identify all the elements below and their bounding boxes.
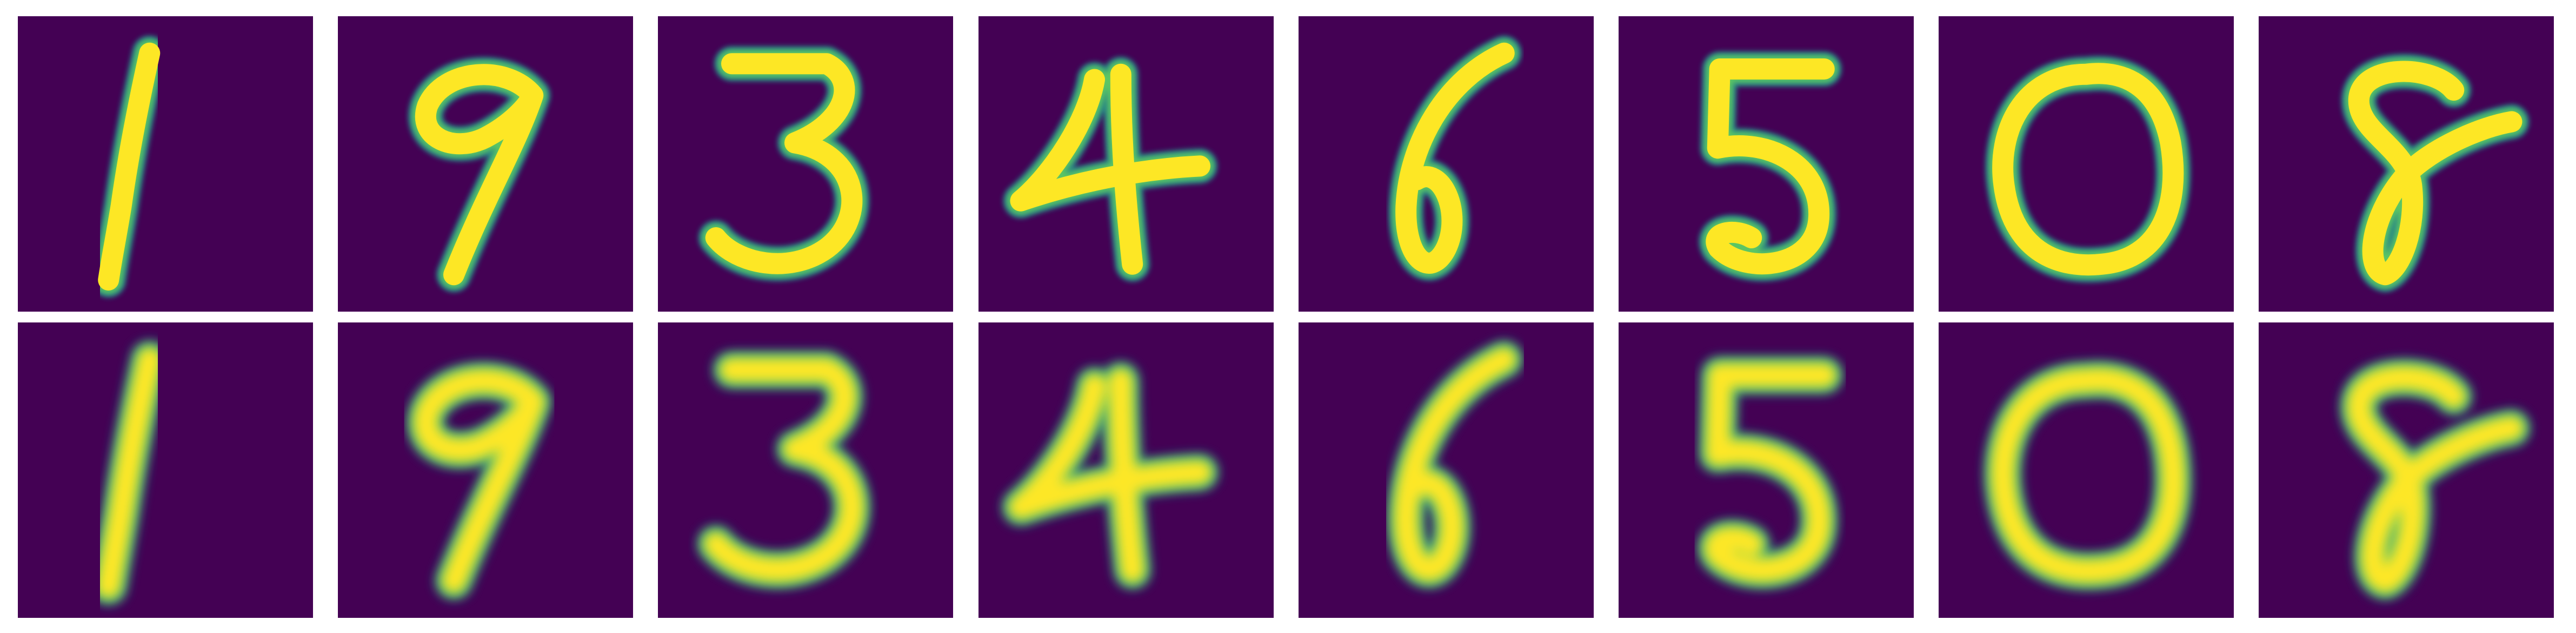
digit-9-reconstruction-image: 9 [338,322,633,618]
digit-glyph [658,16,953,312]
digit-glyph [338,16,633,312]
digit-glyph [979,16,1274,312]
digit-glyph [979,322,1274,618]
digit-4-reconstruction-image: 4 [979,322,1274,618]
digit-1-reconstruction-image: 1 [18,322,313,618]
digit-5-reconstruction-image: 5 [1619,322,1914,618]
digit-glyph [18,16,313,312]
digit-glyph [658,322,953,618]
digit-0-reconstruction-image: 0 [1939,322,2234,618]
digit-8-input-image: 8 [2259,16,2554,312]
digit-9-input-image: 9 [338,16,633,312]
digit-glyph [1939,16,2234,312]
digit-6-input-image: 6 [1299,16,1594,312]
digit-glyph [1299,16,1594,312]
digit-glyph [18,322,313,618]
digit-0-input-image: 0 [1939,16,2234,312]
digit-glyph [1299,322,1594,618]
digit-5-input-image: 5 [1619,16,1914,312]
digit-glyph [2259,16,2554,312]
digit-glyph [1939,322,2234,618]
digit-8-reconstruction-image: 8 [2259,322,2554,618]
digit-3-reconstruction-image: 3 [658,322,953,618]
digit-3-input-image: 3 [658,16,953,312]
digit-6-reconstruction-image: 6 [1299,322,1594,618]
digit-glyph [2259,322,2554,618]
digit-4-input-image: 4 [979,16,1274,312]
digit-1-input-image: 1 [18,16,313,312]
digit-glyph [1619,16,1914,312]
digit-glyph [338,322,633,618]
digit-glyph [1619,322,1914,618]
